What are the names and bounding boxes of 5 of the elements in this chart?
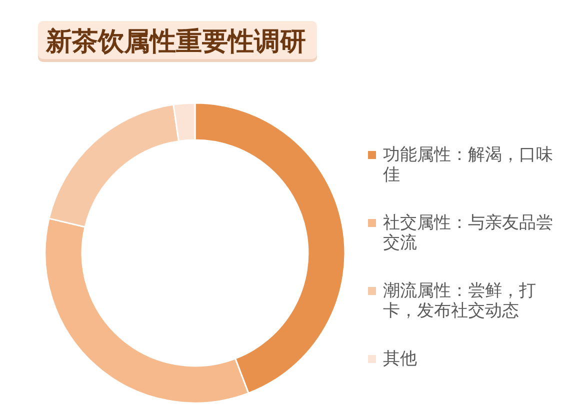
legend-label: 功能属性：解渴，口味佳 (383, 145, 554, 185)
legend-label: 社交属性：与亲友品尝交流 (383, 213, 554, 253)
legend-label: 潮流属性：尝鲜，打卡，发布社交动态 (383, 281, 537, 321)
legend-label: 其他 (383, 349, 418, 369)
chart-title: 新茶饮属性重要性调研 (45, 27, 306, 57)
